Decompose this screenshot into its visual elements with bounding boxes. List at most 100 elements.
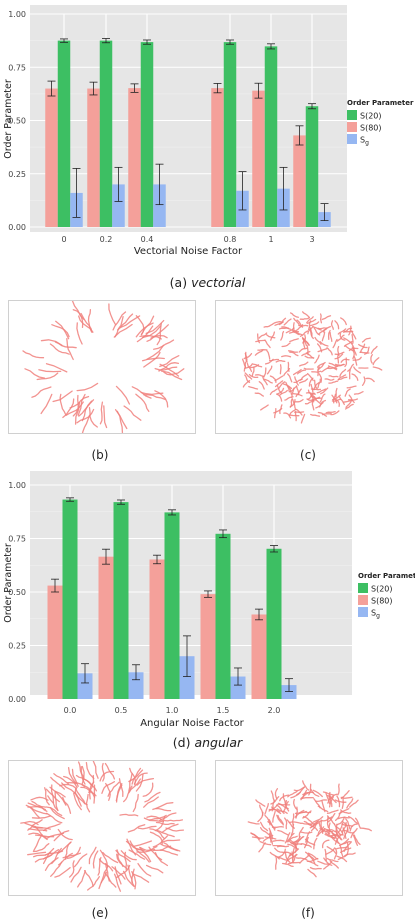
fiber (262, 376, 268, 386)
y-tick-label: 0.00 (8, 695, 26, 704)
fiber (50, 861, 63, 877)
fiber (321, 366, 330, 373)
fiber (288, 821, 301, 824)
fiber (98, 871, 108, 890)
bar-s20 (264, 46, 278, 227)
x-tick-label: 1.5 (217, 706, 230, 715)
fiber (259, 827, 270, 836)
fiber (337, 783, 340, 796)
fiber (120, 850, 137, 861)
fiber (72, 394, 79, 417)
fiber (338, 808, 350, 815)
fiber (309, 321, 320, 327)
fiber (303, 836, 309, 849)
fiber (325, 792, 331, 805)
bar-s80 (45, 88, 58, 227)
fiber (300, 413, 306, 424)
fiber (288, 408, 297, 417)
fiber (344, 344, 354, 352)
fiber (342, 399, 354, 403)
fiber (27, 802, 47, 808)
y-tick-label: 0.25 (8, 642, 26, 651)
fiber (92, 760, 99, 779)
fiber (284, 832, 291, 844)
fiber (335, 387, 338, 399)
x-tick-label: 0.2 (100, 235, 113, 244)
fiber (350, 827, 358, 839)
fiber (129, 767, 137, 786)
fiber (108, 303, 117, 326)
legend-label: Sg (360, 136, 369, 147)
fiber (361, 337, 371, 343)
fiber (353, 834, 361, 846)
fiber (290, 791, 301, 799)
fiber (255, 799, 266, 807)
fiber (344, 403, 354, 410)
bar-s80 (87, 88, 100, 227)
fiber (342, 827, 347, 840)
fiber (310, 820, 318, 832)
fiber (314, 354, 320, 364)
fiber (80, 766, 86, 785)
bar-sg (179, 656, 195, 699)
fiber (323, 828, 336, 833)
fiber (299, 330, 309, 337)
angular-chart: 0.00 0.25 0.50 0.75 1.00 0.0 0.5 1.0 1.5 2.0 Ang… (3, 471, 415, 729)
fiber (81, 414, 91, 437)
fiber (254, 349, 264, 356)
x-tick-label: 2.0 (268, 706, 281, 715)
fiber (327, 329, 331, 340)
image-b (8, 300, 196, 437)
fiber (327, 812, 336, 823)
fiber (352, 834, 359, 846)
fiber (326, 815, 336, 825)
legend-swatch (347, 122, 357, 132)
fiber (128, 849, 146, 860)
fiber (155, 802, 174, 810)
fiber (365, 377, 375, 383)
fiber (152, 835, 168, 848)
fiber (311, 400, 315, 411)
fiber (127, 824, 146, 833)
fiber (272, 321, 283, 325)
fiber (269, 388, 278, 396)
fiber (350, 342, 355, 352)
fiber (76, 382, 99, 392)
fiber (45, 363, 68, 373)
fiber (274, 375, 284, 382)
fiber (122, 870, 135, 887)
fiber (293, 798, 298, 811)
fiber (348, 394, 355, 404)
fiber (322, 791, 335, 796)
fiber (44, 857, 59, 871)
fiber (304, 838, 316, 846)
x-axis-label: Vectorial Noise Factor (134, 246, 243, 257)
fiber (317, 366, 321, 377)
fiber (281, 342, 291, 348)
fiber (34, 825, 48, 841)
fiber (28, 828, 48, 832)
fiber (319, 393, 326, 403)
fiber (316, 388, 327, 394)
fiber (128, 772, 133, 792)
fiber (353, 366, 362, 374)
fiber (270, 796, 280, 805)
fiber (298, 324, 309, 327)
fiber (135, 393, 150, 412)
fiber (115, 385, 131, 405)
fiber (312, 325, 322, 331)
fiber (298, 826, 304, 839)
fiber (72, 309, 84, 329)
fiber (76, 322, 83, 345)
fiber (274, 380, 284, 388)
fiber (77, 393, 86, 416)
fiber (154, 815, 166, 832)
fiber (339, 368, 347, 377)
bar-sg (77, 673, 93, 699)
fiber (32, 851, 52, 858)
fiber (314, 336, 322, 345)
fiber (159, 812, 177, 822)
fiber (283, 851, 295, 858)
bar-s80 (128, 88, 141, 228)
fiber (346, 842, 349, 855)
